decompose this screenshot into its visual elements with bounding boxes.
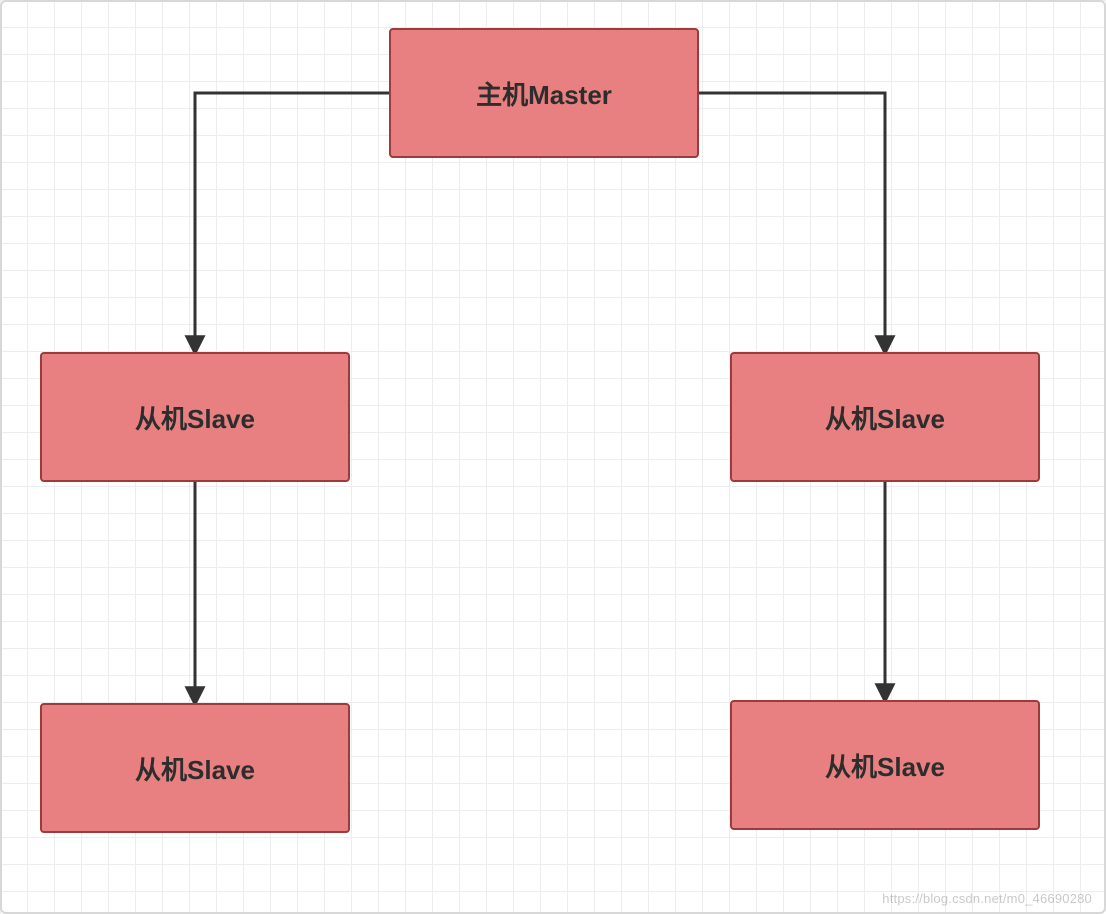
node-slave_r1: 从机Slave [730,352,1040,482]
watermark: https://blog.csdn.net/m0_46690280 [882,891,1092,906]
diagram-canvas: 主机Master 从机Slave 从机Slave 从机Slave 从机Slave [0,0,1106,914]
node-slave_l2: 从机Slave [40,703,350,833]
node-slave_r2: 从机Slave [730,700,1040,830]
edge-master-to-slave_l1 [195,93,389,352]
node-master: 主机Master [389,28,699,158]
node-slave_l1: 从机Slave [40,352,350,482]
edge-master-to-slave_r1 [699,93,885,352]
